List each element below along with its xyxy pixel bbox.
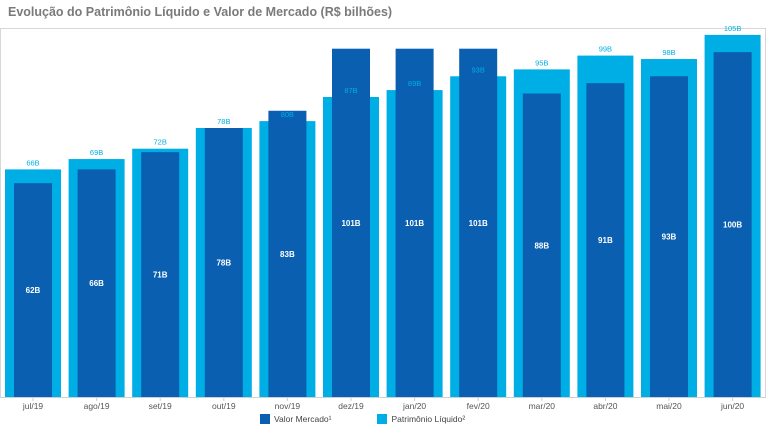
data-label-valor-mercado: 101B [405,219,424,228]
data-label-patrimonio-liquido: 89B [408,79,421,88]
bar-valor-mercado [586,83,625,398]
data-label-valor-mercado: 66B [89,279,104,288]
data-label-patrimonio-liquido: 105B [724,24,742,33]
x-tick-label: jul/19 [22,401,44,411]
chart-legend: Valor Mercado¹ Patrimônio Líquido² [260,414,465,424]
chart-title: Evolução do Patrimônio Líquido e Valor d… [8,5,393,19]
bar-valor-mercado [77,169,116,397]
data-label-valor-mercado: 78B [216,259,231,268]
x-tick-label: mai/20 [656,401,682,411]
bar-valor-mercado [395,48,434,397]
bar-valor-mercado [650,76,688,398]
data-label-valor-mercado: 100B [723,221,742,230]
x-tick-label: out/19 [212,401,236,411]
legend-item-patrimonio-liquido: Patrimônio Líquido² [377,414,465,424]
data-label-patrimonio-liquido: 99B [599,45,612,54]
data-label-patrimonio-liquido: 98B [662,48,675,57]
legend-swatch-valor-mercado [260,414,270,424]
data-label-valor-mercado: 91B [598,236,613,245]
data-label-patrimonio-liquido: 93B [472,65,485,74]
data-label-patrimonio-liquido: 78B [217,117,230,126]
bar-valor-mercado [141,152,180,397]
data-label-valor-mercado: 88B [534,241,549,250]
bar-valor-mercado [268,110,307,397]
x-tick-label: dez/19 [338,401,364,411]
bar-valor-mercado [459,48,498,397]
bar-valor-mercado [713,52,752,397]
bar-valor-mercado [14,183,52,397]
data-label-patrimonio-liquido: 69B [90,148,103,157]
data-label-valor-mercado: 93B [662,233,677,242]
bar-valor-mercado [332,48,370,397]
data-label-patrimonio-liquido: 66B [26,158,39,167]
data-label-valor-mercado: 101B [469,219,488,228]
x-tick-label: mar/20 [529,401,556,411]
data-label-valor-mercado: 101B [341,219,360,228]
data-label-valor-mercado: 62B [26,286,41,295]
x-tick-label: set/19 [149,401,172,411]
legend-swatch-patrimonio-liquido [377,414,388,424]
x-tick-label: jun/20 [720,401,744,411]
x-tick-label: jan/20 [402,401,426,411]
legend-label-valor-mercado: Valor Mercado¹ [274,414,332,424]
data-label-patrimonio-liquido: 72B [154,138,167,147]
x-tick-label: nov/19 [275,401,301,411]
legend-item-valor-mercado: Valor Mercado¹ [260,414,331,424]
bar-valor-mercado [204,128,243,397]
x-tick-label: abr/20 [593,401,617,411]
data-label-patrimonio-liquido: 87B [344,86,357,95]
data-label-valor-mercado: 71B [153,271,168,280]
data-label-patrimonio-liquido: 80B [281,110,294,119]
data-label-patrimonio-liquido: 95B [535,58,548,67]
legend-label-patrimonio-liquido: Patrimônio Líquido² [391,414,466,424]
x-tick-label: fev/20 [467,401,490,411]
x-tick-label: ago/19 [84,401,110,411]
bar-valor-mercado [522,93,561,397]
data-label-valor-mercado: 83B [280,250,295,259]
